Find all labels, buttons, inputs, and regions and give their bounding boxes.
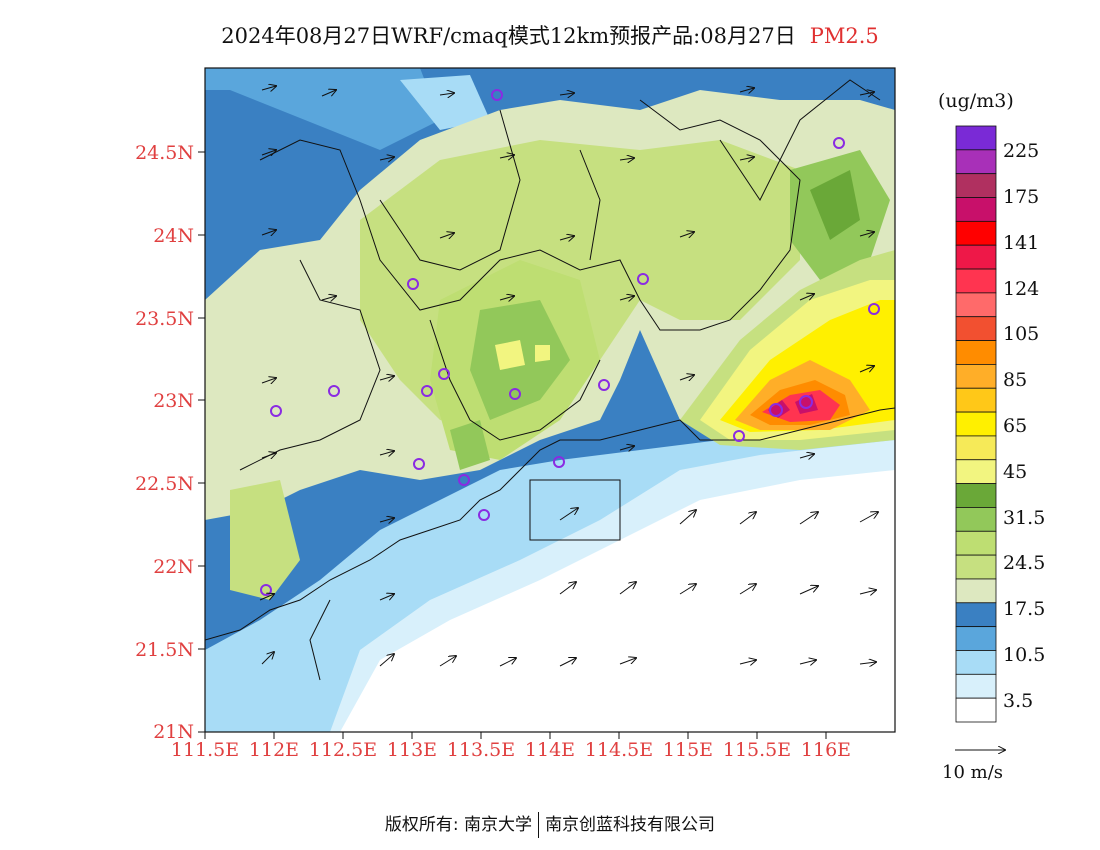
colorbar-label: 45 <box>1003 461 1028 483</box>
lon-label: 113.5E <box>446 739 516 761</box>
lon-label: 112E <box>248 739 300 761</box>
company-text: 南京创蓝科技有限公司 <box>545 815 716 835</box>
lon-label: 115.5E <box>722 739 792 761</box>
colorbar-label: 124 <box>1003 278 1040 300</box>
concentration-field <box>205 68 895 732</box>
colorbar-label: 17.5 <box>1003 598 1046 620</box>
colorbar-swatch <box>955 149 997 175</box>
lat-label: 23.5N <box>135 308 194 330</box>
lon-label: 111.5E <box>170 739 240 761</box>
colorbar-swatch <box>955 602 997 628</box>
lon-label: 116E <box>800 739 852 761</box>
lat-label: 22.5N <box>135 473 194 495</box>
colorbar-swatch <box>955 435 997 461</box>
colorbar-swatch <box>955 125 997 151</box>
colorbar-swatch <box>955 530 997 556</box>
copyright-text: 版权所有: 南京大学 <box>384 815 533 835</box>
colorbar-swatch <box>955 507 997 532</box>
footer: 版权所有: 南京大学 南京创蓝科技有限公司 <box>0 810 1100 838</box>
colorbar-swatch <box>955 626 997 651</box>
station-markers <box>260 89 880 596</box>
colorbar-swatch <box>955 483 997 508</box>
title-pollutant: PM2.5 <box>809 24 879 48</box>
colorbar-label: 65 <box>1003 415 1028 437</box>
colorbar-swatch <box>955 578 997 604</box>
colorbar-swatch <box>955 340 997 365</box>
colorbar-label: 175 <box>1003 186 1040 208</box>
boundary-lines <box>205 79 895 681</box>
colorbar-swatch <box>955 244 997 270</box>
title-main: 2024年08月27日WRF/cmaq模式12km预报产品:08月27日 <box>221 24 796 48</box>
colorbar-swatch <box>955 387 997 413</box>
colorbar-label: 105 <box>1003 323 1040 345</box>
colorbar-swatch <box>955 459 997 485</box>
colorbar-swatch <box>955 292 997 318</box>
wind-reference-label: 10 m/s <box>942 762 1003 783</box>
map-title: 2024年08月27日WRF/cmaq模式12km预报产品:08月27日 PM2.… <box>0 20 1100 50</box>
colorbar-swatch <box>955 220 997 246</box>
lat-label: 23N <box>153 390 194 412</box>
colorbar-swatch <box>955 173 997 198</box>
lat-label: 21N <box>153 721 194 743</box>
colorbar-swatch <box>955 411 997 437</box>
colorbar-label: 31.5 <box>1003 507 1046 529</box>
colorbar-label: 10.5 <box>1003 644 1046 666</box>
colorbar-swatch <box>955 697 997 723</box>
lon-label: 114E <box>524 739 576 761</box>
lon-label: 115E <box>662 739 714 761</box>
colorbar <box>955 125 997 723</box>
lon-label: 113E <box>386 739 438 761</box>
lat-label: 24.5N <box>135 142 194 164</box>
colorbar-label: 3.5 <box>1003 690 1034 712</box>
wind-vectors <box>259 86 878 666</box>
lat-label: 24N <box>153 225 194 247</box>
colorbar-swatch <box>955 363 997 389</box>
colorbar-label: 85 <box>1003 369 1028 391</box>
axis-ticks <box>198 151 827 739</box>
footer-separator <box>538 812 540 838</box>
colorbar-label: 225 <box>1003 140 1040 162</box>
colorbar-label: 24.5 <box>1003 552 1046 574</box>
colorbar-unit: (ug/m3) <box>938 90 1014 112</box>
lat-label: 21.5N <box>135 639 194 661</box>
colorbar-swatch <box>955 650 997 675</box>
colorbar-swatch <box>955 197 997 222</box>
lat-label: 22N <box>153 556 194 578</box>
colorbar-swatch <box>955 554 997 580</box>
lon-label: 114.5E <box>584 739 654 761</box>
colorbar-swatch <box>955 673 997 699</box>
colorbar-label: 141 <box>1003 232 1040 254</box>
colorbar-swatch <box>955 316 997 341</box>
lon-label: 112.5E <box>308 739 378 761</box>
colorbar-swatch <box>955 268 997 294</box>
